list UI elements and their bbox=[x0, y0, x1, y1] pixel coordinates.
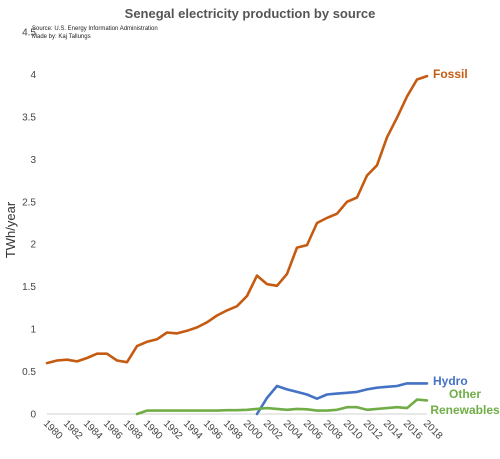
x-tick-label: 1990 bbox=[141, 418, 165, 442]
x-tick-label: 2006 bbox=[301, 418, 325, 442]
x-tick-label: 2012 bbox=[361, 418, 385, 442]
y-axis-label: TWh/year bbox=[3, 201, 18, 258]
x-tick-label: 1984 bbox=[81, 418, 105, 442]
x-tick-label: 1994 bbox=[181, 418, 205, 442]
x-tick-label: 2016 bbox=[401, 418, 425, 442]
y-tick-label: 1 bbox=[30, 325, 36, 336]
x-tick-label: 1992 bbox=[161, 418, 185, 442]
y-tick-label: 3 bbox=[30, 155, 36, 166]
x-tick-label: 2010 bbox=[341, 418, 365, 442]
y-tick-labels: 0 0.5 1 1.5 2 2.5 3 3.5 4 4.5 bbox=[22, 28, 36, 421]
x-tick-label: 2008 bbox=[321, 418, 345, 442]
y-tick-label: 3.5 bbox=[22, 112, 36, 123]
other-renewables-line bbox=[135, 398, 429, 416]
y-tick-label: 1.5 bbox=[22, 282, 36, 293]
x-tick-label: 1980 bbox=[41, 418, 65, 442]
x-tick-label: 1982 bbox=[61, 418, 85, 442]
fossil-line bbox=[45, 74, 429, 365]
fossil-label: Fossil bbox=[433, 67, 468, 81]
y-tick-label: 0 bbox=[30, 410, 36, 421]
hydro-label: Hydro bbox=[433, 374, 468, 388]
y-tick-label: 2 bbox=[30, 240, 36, 251]
source-note: Source: U.S. Energy Information Administ… bbox=[32, 26, 158, 32]
other-renewables-label: Other Renewables bbox=[430, 387, 500, 417]
y-tick-label: 4.5 bbox=[22, 28, 36, 39]
y-tick-label: 4 bbox=[30, 70, 36, 81]
hydro-line bbox=[255, 382, 429, 416]
x-tick-label: 2018 bbox=[421, 418, 445, 442]
x-tick-label: 1998 bbox=[221, 418, 245, 442]
y-tick-label: 0.5 bbox=[22, 367, 36, 378]
x-tick-label: 1988 bbox=[121, 418, 145, 442]
chart-title: Senegal electricity production by source bbox=[125, 6, 376, 21]
x-tick-labels: 1980198219841986198819901992199419961998… bbox=[41, 418, 445, 442]
x-tick-label: 2002 bbox=[261, 418, 285, 442]
x-tick-label: 2000 bbox=[241, 418, 265, 442]
y-tick-label: 2.5 bbox=[22, 197, 36, 208]
x-tick-label: 1986 bbox=[101, 418, 125, 442]
plot-lines bbox=[45, 74, 429, 416]
x-tick-label: 1996 bbox=[201, 418, 225, 442]
author-note: Made by: Kaj Tallungs bbox=[32, 34, 91, 40]
x-tick-label: 2004 bbox=[281, 418, 305, 442]
x-tick-label: 2014 bbox=[381, 418, 405, 442]
